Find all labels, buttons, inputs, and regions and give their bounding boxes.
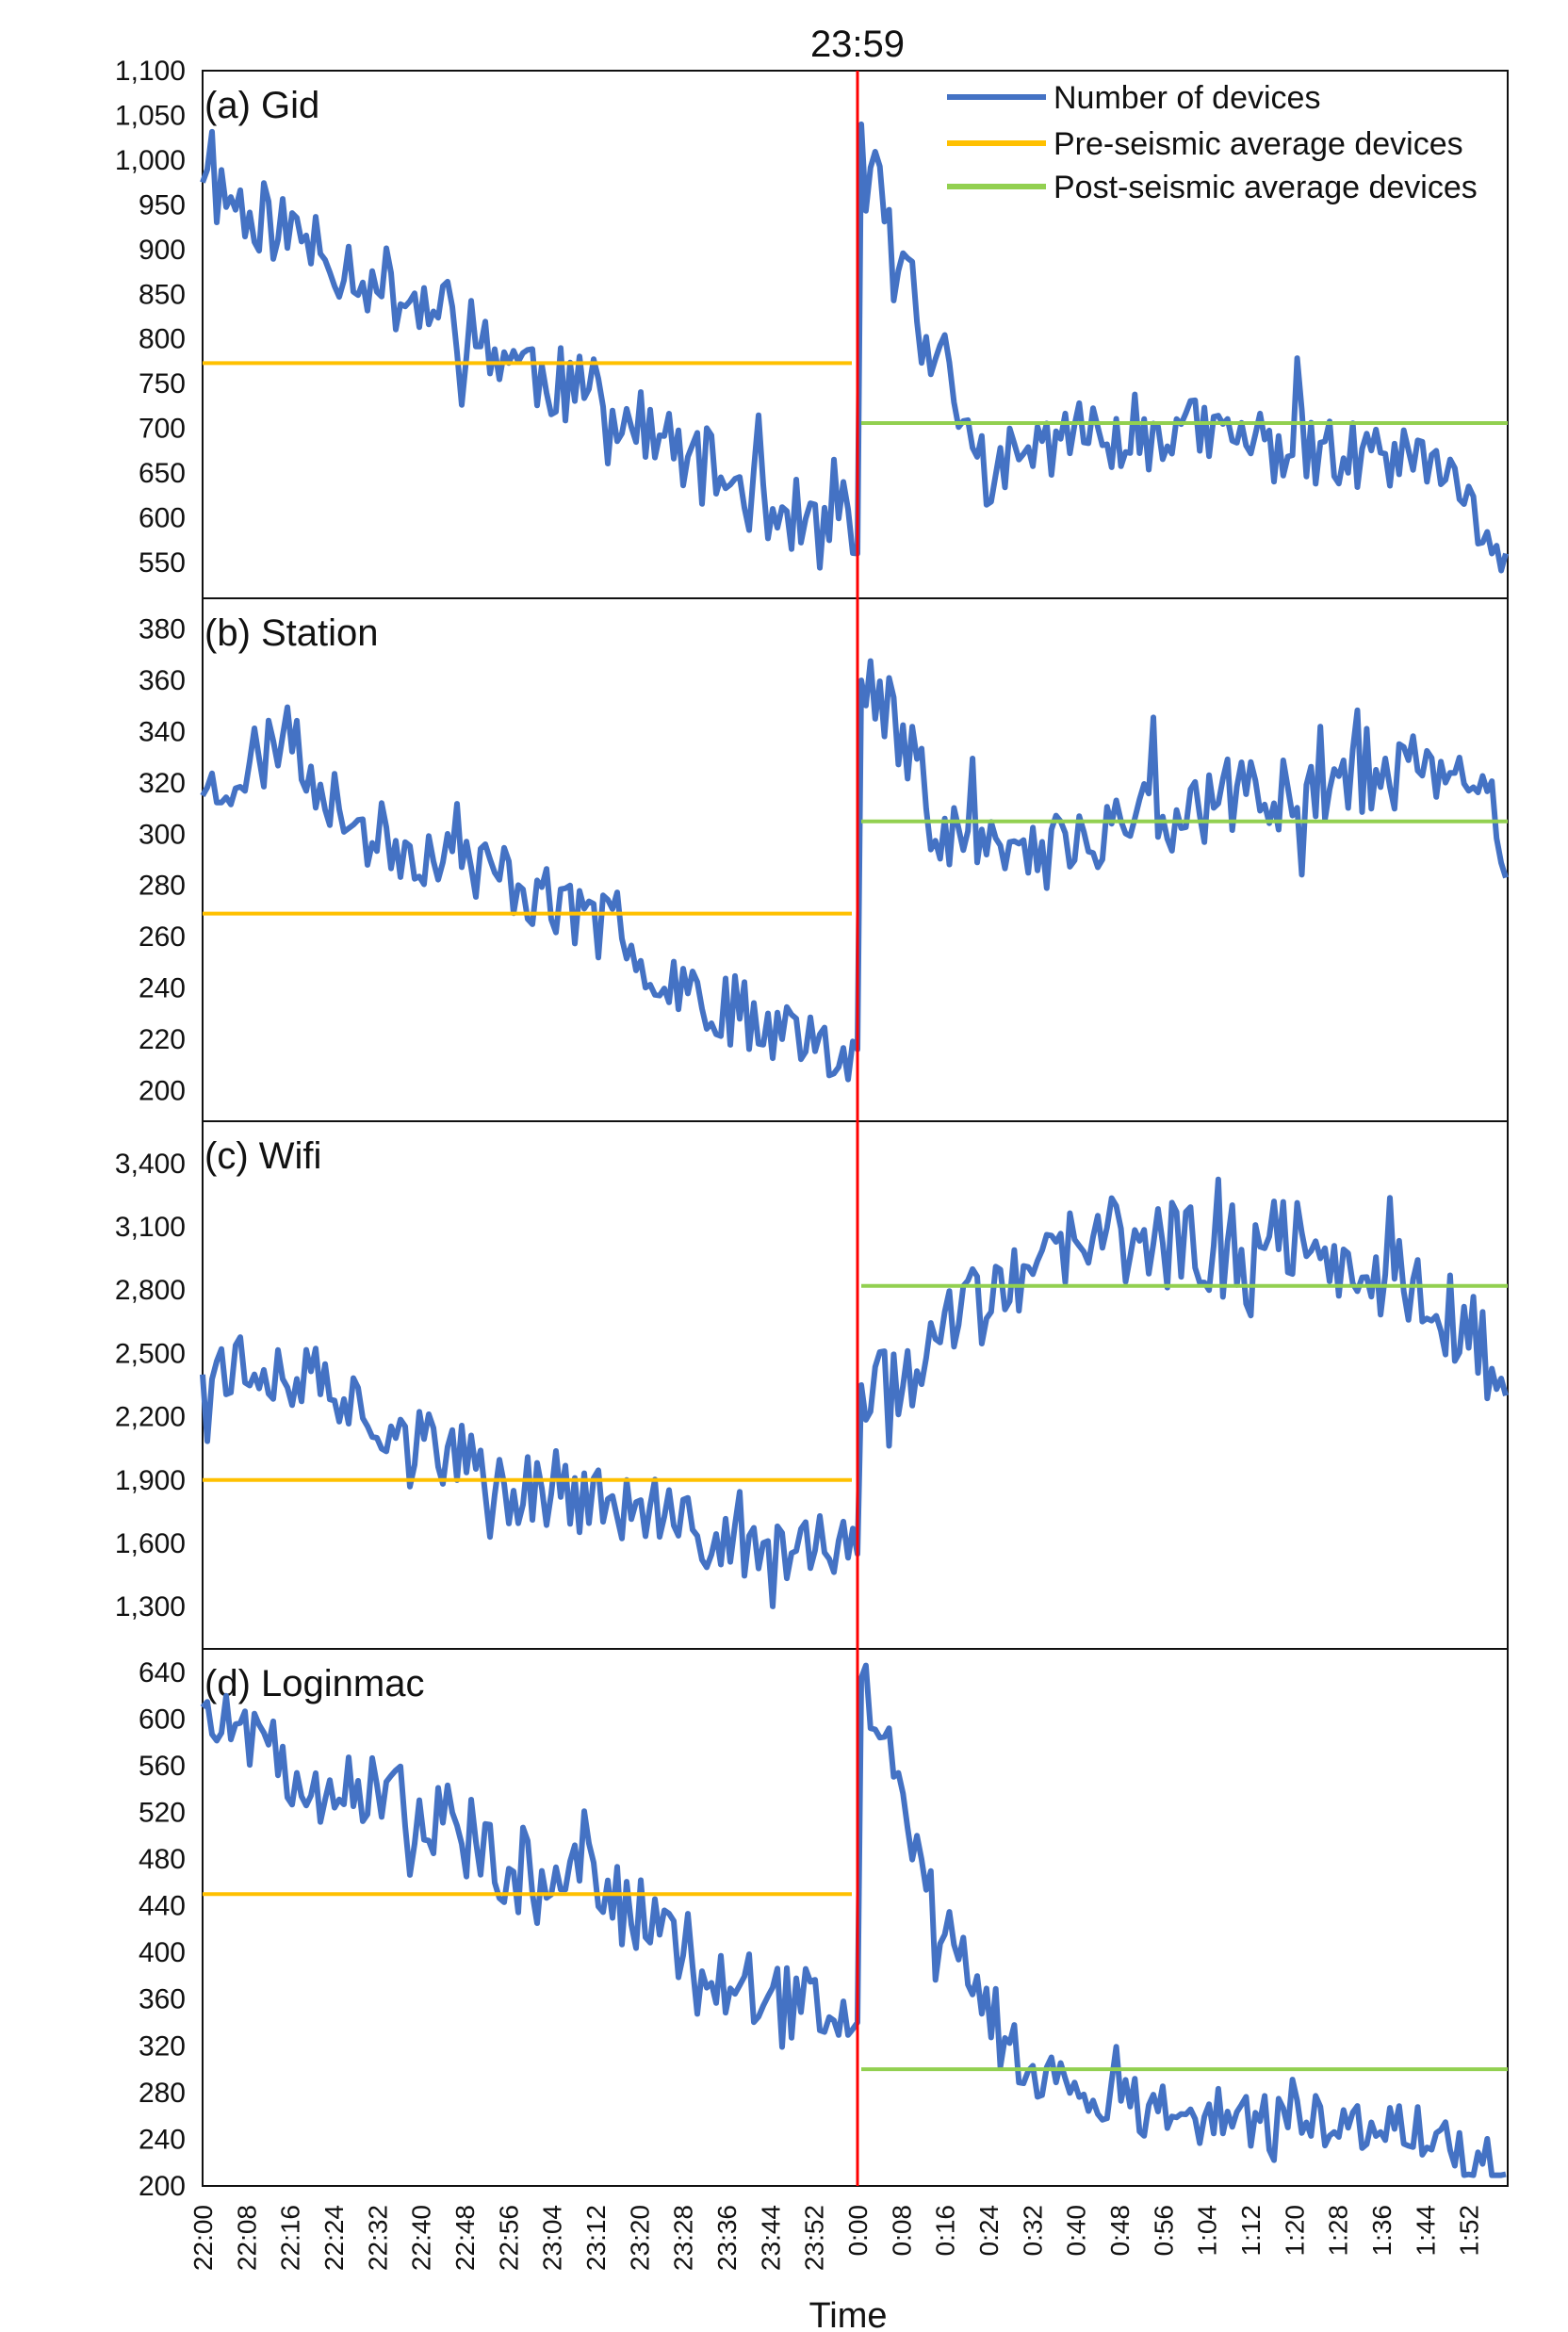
y-tick-label: 200 [139,1075,186,1106]
y-tick-label: 300 [139,819,186,850]
y-tick-label: 320 [139,2030,186,2062]
y-tick-label: 260 [139,921,186,953]
y-tick-label: 1,300 [115,1591,186,1623]
y-tick-label: 280 [139,2078,186,2109]
y-tick-label: 400 [139,1937,186,1968]
y-tick-label: 3,400 [115,1149,186,1180]
x-tick-label: 0:16 [931,2205,960,2257]
x-tick-label: 23:04 [538,2205,567,2271]
x-tick-label: 0:48 [1105,2205,1135,2257]
x-tick-label: 23:20 [625,2205,654,2271]
y-tick-label: 280 [139,871,186,902]
y-tick-label: 1,100 [115,56,186,87]
event-time-label: 23:59 [810,24,905,65]
y-tick-label: 700 [139,414,186,445]
series-number-of-devices [200,1662,1507,2178]
x-tick-label: 22:16 [276,2205,305,2271]
panel-2: 200 220 240 260 280 300 320 340 360 380 (b) Statio… [139,597,1509,1122]
y-tick-label: 520 [139,1797,186,1828]
x-tick-label: 1:12 [1236,2205,1266,2257]
x-tick-label: 0:24 [974,2205,1004,2257]
y-tick-label: 2,800 [115,1275,186,1306]
legend: Number of devices Pre-seismic average dev… [947,80,1478,205]
x-tick-label: 22:08 [232,2205,261,2271]
panel-4: 200 240 280 320 360 400 440 480 520 560 600 640 (d) … [139,1648,1509,2202]
x-tick-label: 23:44 [756,2205,785,2271]
x-tick-label: 22:56 [494,2205,523,2271]
x-tick-label: 22:32 [363,2205,392,2271]
y-tick-label: 1,050 [115,100,186,131]
x-tick-label: 23:36 [712,2205,742,2271]
y-tick-label: 600 [139,503,186,534]
x-tick-label: 23:28 [669,2205,698,2271]
y-tick-label: 950 [139,189,186,220]
y-tick-label: 340 [139,716,186,747]
y-tick-label: 2,200 [115,1402,186,1433]
legend-label: Post-seismic average devices [1054,170,1478,205]
x-tick-label: 1:04 [1193,2205,1222,2257]
y-tick-label: 380 [139,614,186,645]
x-axis-title: Time [808,2296,887,2332]
y-tick-label: 1,600 [115,1528,186,1559]
legend-label: Number of devices [1054,80,1320,116]
series-number-of-devices [200,1176,1509,1609]
y-tick-label: 640 [139,1657,186,1688]
x-tick-label: 22:48 [450,2205,480,2271]
x-tick-label: 1:28 [1324,2205,1353,2257]
x-tick-label: 0:08 [887,2205,916,2257]
panel-title: (a) Gid [204,85,319,126]
y-tick-label: 900 [139,235,186,266]
panel-title: (b) Station [204,612,379,654]
series-number-of-devices [200,121,1509,574]
y-tick-label: 480 [139,1844,186,1875]
legend-label: Pre-seismic average devices [1054,126,1463,162]
y-tick-label: 560 [139,1751,186,1782]
x-tick-label: 23:52 [800,2205,829,2271]
y-tick-label: 1,000 [115,145,186,176]
y-tick-label: 440 [139,1891,186,1922]
panel-title: (c) Wifi [204,1135,321,1177]
y-tick-label: 3,100 [115,1212,186,1243]
series-number-of-devices [200,658,1509,1083]
y-tick-label: 200 [139,2171,186,2202]
panel-1: 550 600 650 700 750 800 850 900 950 1,000 1,050 1,1… [115,56,1509,599]
y-tick-label: 220 [139,1024,186,1055]
y-tick-label: 320 [139,768,186,799]
x-tick-label: 1:44 [1411,2205,1440,2257]
y-tick-label: 600 [139,1704,186,1735]
panel-3: 1,300 1,600 1,900 2,200 2,500 2,800 3,100 3,400… [115,1120,1509,1650]
panel-title: (d) Loginmac [204,1663,424,1704]
y-tick-label: 240 [139,2124,186,2155]
y-tick-label: 850 [139,279,186,310]
x-tick-label: 22:00 [188,2205,218,2271]
y-tick-label: 650 [139,458,186,489]
x-tick-label: 22:40 [407,2205,436,2271]
x-tick-label: 23:12 [581,2205,611,2271]
y-tick-label: 360 [139,665,186,696]
panel-frame [202,1120,1509,1650]
x-tick-label: 0:32 [1018,2205,1047,2257]
y-tick-label: 800 [139,324,186,355]
y-tick-label: 1,900 [115,1465,186,1496]
y-tick-label: 2,500 [115,1338,186,1369]
x-tick-label: 1:52 [1455,2205,1484,2257]
x-tick-label: 1:36 [1367,2205,1396,2257]
x-tick-label: 0:00 [843,2205,873,2257]
y-tick-label: 750 [139,368,186,400]
y-tick-label: 550 [139,547,186,579]
y-tick-label: 240 [139,973,186,1004]
x-tick-label: 0:40 [1062,2205,1091,2257]
x-tick-label: 1:20 [1280,2205,1309,2257]
x-tick-label: 0:56 [1149,2205,1178,2257]
y-tick-label: 360 [139,1984,186,2015]
x-tick-label: 22:24 [319,2205,349,2271]
